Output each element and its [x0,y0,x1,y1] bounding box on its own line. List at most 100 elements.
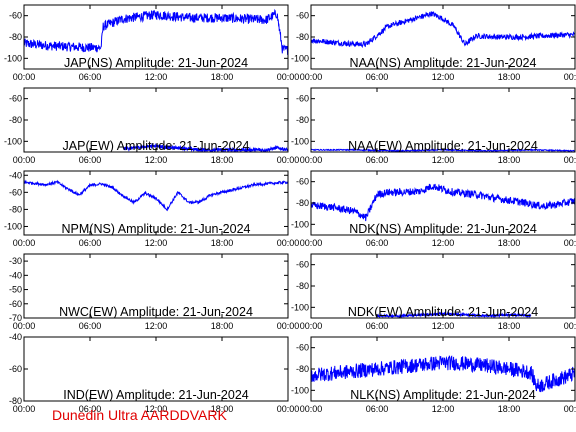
amplitude-series-line [122,143,288,152]
y-tick-label: -80 [9,396,22,406]
x-tick-label: 00:00 [277,155,300,165]
panel-title: NPM(NS) Amplitude: 21-Jun-2024 [62,222,251,236]
x-tick-label: 00:00 [564,404,576,414]
x-tick-label: 00:00 [13,72,36,82]
y-tick-label: -80 [296,115,309,125]
y-tick-label: -100 [291,385,309,395]
footer-credit: Dunedin Ultra AARDDVARK [52,407,227,423]
y-tick-label: -30 [9,256,22,266]
x-tick-label: 00:00 [564,321,576,331]
amplitude-series-line [376,311,532,318]
y-tick-label: -60 [9,364,22,374]
amplitude-panel: -100 -80 -60 00:00 06:00 12:00 18:00 00:00 NAA(E… [291,87,576,165]
x-tick-label: 12:00 [145,238,168,248]
amplitude-panel: -70 -60 -50 -40 -30 00:00 06:00 12:00 18:00 00:00… [9,253,300,331]
x-tick-label: 00:00 [300,72,323,82]
x-tick-label: 06:00 [366,155,389,165]
x-tick-label: 06:00 [366,321,389,331]
y-tick-label: -80 [296,281,309,291]
amplitude-panel: -80 -60 -40 00:00 06:00 12:00 18:00 00:00 IND(EW… [9,332,299,414]
x-tick-label: 18:00 [211,238,234,248]
amplitude-series-line [24,179,288,212]
x-tick-label: 12:00 [145,155,168,165]
x-tick-label: 06:00 [79,321,102,331]
x-tick-label: 12:00 [432,155,455,165]
panel-title: NAA(NS) Amplitude: 21-Jun-2024 [350,56,537,70]
y-tick-label: -60 [296,11,309,21]
amplitude-series-line [311,355,575,393]
x-tick-label: 12:00 [432,404,455,414]
x-tick-label: 00:00 [13,321,36,331]
panel-title: NLK(NS) Amplitude: 21-Jun-2024 [350,388,536,402]
x-tick-label: 00:00 [564,155,576,165]
panel-title: NWC(EW) Amplitude: 21-Jun-2024 [59,305,253,319]
x-tick-label: 06:00 [79,72,102,82]
x-tick-label: 00:00 [277,72,300,82]
panel-title: NAA(EW) Amplitude: 21-Jun-2024 [348,139,538,153]
x-tick-label: 18:00 [211,404,234,414]
amplitude-panel: -100 -80 -60 -40 00:00 06:00 12:00 18:00 00:00 NP… [4,170,299,248]
panel-title: NDK(NS) Amplitude: 21-Jun-2024 [349,222,537,236]
x-tick-label: 12:00 [145,321,168,331]
x-tick-label: 12:00 [145,72,168,82]
x-tick-label: 18:00 [498,72,521,82]
y-tick-label: -60 [9,187,22,197]
y-tick-label: -60 [296,94,309,104]
panel-title: JAP(NS) Amplitude: 21-Jun-2024 [64,56,248,70]
x-tick-label: 18:00 [211,155,234,165]
y-tick-label: -60 [9,11,22,21]
y-tick-label: -40 [9,270,22,280]
amplitude-panel: -100 -80 -60 00:00 06:00 12:00 18:00 00:00 JAP(N… [4,4,300,82]
x-tick-label: 00:00 [277,321,300,331]
amplitude-panel: -100 -80 -60 00:00 06:00 12:00 18:00 00:00 NAA(N… [291,4,576,82]
amplitude-series-line [311,183,575,222]
amplitude-panel: -100 -80 -60 00:00 06:00 12:00 18:00 00:00 NLK(N… [291,336,576,414]
panel-title: JAP(EW) Amplitude: 21-Jun-2024 [63,139,250,153]
y-tick-label: -100 [4,221,22,231]
x-tick-label: 06:00 [79,404,102,414]
x-tick-label: 00:00 [564,238,576,248]
x-tick-label: 18:00 [211,321,234,331]
x-tick-label: 18:00 [498,321,521,331]
y-tick-label: -60 [296,177,309,187]
x-tick-label: 06:00 [79,238,102,248]
y-tick-label: -80 [296,32,309,42]
y-tick-label: -50 [9,285,22,295]
y-tick-label: -100 [291,302,309,312]
x-tick-label: 18:00 [498,238,521,248]
x-tick-label: 12:00 [432,238,455,248]
y-tick-label: -100 [291,53,309,63]
y-tick-label: -100 [291,219,309,229]
y-tick-label: -100 [4,136,22,146]
x-tick-label: 00:00 [13,404,36,414]
x-tick-label: 00:00 [13,238,36,248]
y-tick-label: -100 [4,53,22,63]
y-tick-label: -80 [9,32,22,42]
x-tick-label: 00:00 [300,404,323,414]
panel-title: IND(EW) Amplitude: 21-Jun-2024 [63,388,249,402]
amplitude-panel: -100 -80 -60 00:00 06:00 12:00 18:00 00:00 NDK(E… [291,253,576,331]
y-tick-label: -60 [296,260,309,270]
x-tick-label: 00:00 [300,321,323,331]
x-tick-label: 06:00 [366,72,389,82]
amplitude-panel: -100 -80 -60 00:00 06:00 12:00 18:00 00:00 JAP(E… [4,87,300,165]
y-tick-label: -100 [291,136,309,146]
x-tick-label: 06:00 [79,155,102,165]
amplitude-series-line [24,8,288,56]
y-tick-label: -60 [9,299,22,309]
y-tick-label: -80 [296,198,309,208]
x-tick-label: 00:00 [277,404,300,414]
x-tick-label: 18:00 [498,404,521,414]
amplitude-series-line [311,11,575,49]
y-tick-label: -80 [9,204,22,214]
x-tick-label: 00:00 [277,238,300,248]
x-tick-label: 00:00 [300,155,323,165]
x-tick-label: 12:00 [432,321,455,331]
x-tick-label: 00:00 [564,72,576,82]
x-tick-label: 06:00 [366,404,389,414]
x-tick-label: 00:00 [300,238,323,248]
x-tick-label: 06:00 [366,238,389,248]
panel-title: NDK(EW) Amplitude: 21-Jun-2024 [348,305,538,319]
y-tick-label: -40 [9,170,22,180]
